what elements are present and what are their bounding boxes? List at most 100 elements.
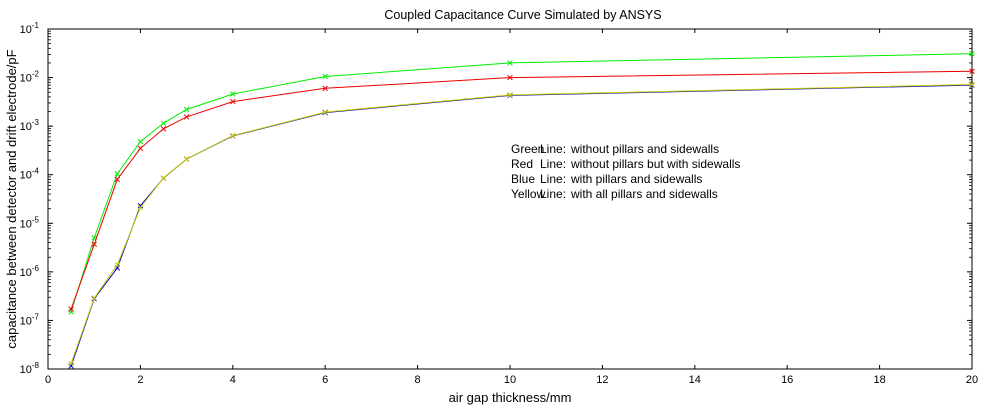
marker-stroke [114,176,121,183]
data-point-marker [137,202,144,209]
data-point-marker [230,98,236,105]
y-tick-label: 10-3 [20,118,40,133]
legend-entry-text: with pillars and sidewalls [570,172,702,186]
data-point-marker [183,114,190,120]
data-point-marker [137,145,144,152]
plot-frame [47,28,973,370]
marker-stroke [137,202,144,209]
data-point-marker [91,295,97,301]
series-line [70,53,973,313]
data-point-marker [68,363,74,369]
data-point-marker [507,74,513,81]
marker-stroke [137,145,144,152]
marker-stroke [507,92,513,98]
marker-stroke [68,306,74,312]
y-tick-exponent: -7 [32,312,40,321]
chart-title: Coupled Capacitance Curve Simulated by A… [384,8,661,22]
data-point-marker [183,106,190,113]
marker-stroke [160,120,167,126]
data-point-marker [322,85,328,92]
data-point-marker [68,360,74,367]
y-tick-base: 10 [20,73,32,85]
legend-entry-text: without pillars but with sidewalls [570,157,740,171]
legend-entry-text: without pillars and sidewalls [570,142,719,156]
x-tick-label: 2 [137,374,143,386]
marker-stroke [137,138,144,145]
data-point-marker [969,50,975,57]
x-axis: 0 2 4 6 8 10 12 14 16 18 20 [45,29,978,386]
marker-stroke [160,175,167,181]
marker-stroke [183,114,190,120]
marker-stroke [322,73,328,80]
x-tick-label: 14 [689,374,701,386]
marker-stroke [91,235,97,241]
data-point-marker [969,81,975,88]
legend-line-word: Line: [540,172,566,186]
data-point-marker [322,109,328,115]
legend-entry-text: with all pillars and sidewalls [570,187,718,201]
data-point-marker [68,309,74,315]
data-point-marker [114,170,121,177]
y-tick-base: 10 [20,218,32,230]
legend-color-word: Red [511,157,533,171]
x-tick-label: 4 [230,374,236,386]
marker-stroke [91,241,97,248]
data-point-marker [137,204,144,211]
series-4 [68,81,975,367]
y-tick-label: 10-7 [20,312,40,327]
marker-stroke [230,91,236,97]
marker-stroke [114,262,121,268]
y-tick-exponent: -1 [32,21,40,30]
y-axis: 10-810-710-610-510-410-310-210-1 [20,21,972,376]
y-tick-exponent: -2 [32,70,40,79]
y-tick-label: 10-4 [20,167,40,182]
series-line [70,70,973,310]
marker-stroke [322,109,328,115]
marker-stroke [230,98,236,105]
series-3 [68,82,975,369]
x-axis-title: air gap thickness/mm [449,390,572,405]
y-tick-base: 10 [20,267,32,279]
data-point-marker [114,176,121,183]
marker-stroke [183,156,190,162]
marker-stroke [969,81,975,88]
marker-stroke [183,106,190,113]
marker-stroke [137,204,144,211]
y-tick-exponent: -8 [32,361,40,370]
data-point-marker [160,175,167,181]
series-line [70,84,973,367]
y-tick-base: 10 [20,24,32,36]
data-point-marker [114,262,121,268]
marker-stroke [507,60,513,66]
y-tick-label: 10-2 [20,70,40,85]
data-point-marker [322,73,328,80]
y-tick-exponent: -4 [32,167,40,176]
marker-stroke [969,68,975,74]
x-tick-label: 6 [322,374,328,386]
y-tick-base: 10 [20,364,32,376]
data-point-marker [507,92,513,98]
data-point-marker [137,138,144,145]
data-point-marker [507,60,513,66]
series-layer [68,50,975,369]
x-tick-label: 18 [873,374,885,386]
x-tick-label: 16 [781,374,793,386]
marker-stroke [68,360,74,367]
data-point-marker [230,132,236,139]
data-point-marker [230,91,236,97]
y-tick-exponent: -6 [32,264,40,273]
marker-stroke [969,50,975,57]
y-tick-base: 10 [20,170,32,182]
marker-stroke [230,132,236,139]
y-tick-label: 10-6 [20,264,40,279]
data-point-marker [160,120,167,126]
marker-stroke [114,170,121,177]
y-tick-label: 10-1 [20,21,40,36]
x-tick-label: 12 [596,374,608,386]
data-point-marker [969,68,975,74]
y-tick-label: 10-5 [20,215,40,230]
data-point-marker [68,306,74,312]
x-tick-label: 10 [504,374,516,386]
